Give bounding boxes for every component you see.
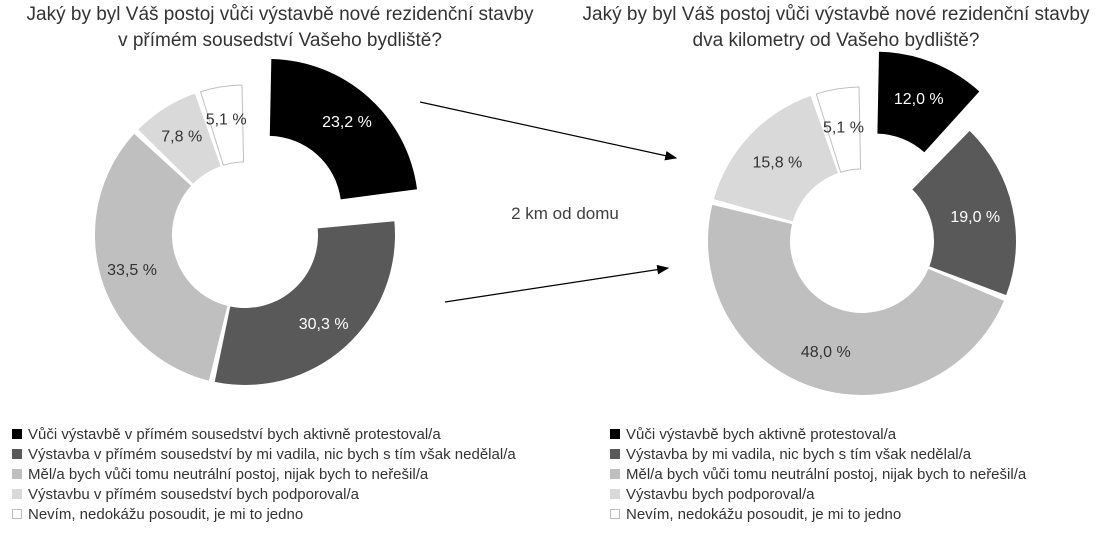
legend-swatch (12, 509, 22, 519)
slice-value-label: 15,8 % (752, 155, 802, 172)
legend-label: Nevím, nedokážu posoudit, je mi to jedno (28, 505, 304, 523)
slice-value-label: 5,1 % (823, 119, 864, 136)
legend-swatch (610, 509, 620, 519)
legend-swatch (12, 429, 22, 439)
donut-slice (94, 133, 228, 381)
donut-chart-left: 23,2 % 30,3 % 33,5 % 7,8 %5,1 % (94, 58, 418, 385)
legend-label: Výstavba v přímém sousedství by mi vadil… (28, 445, 516, 463)
slice-value-label: 5,1 % (206, 112, 247, 129)
legend-item: Měl/a bych vůči tomu neutrální postoj, n… (610, 464, 1026, 484)
donut-slice (815, 86, 862, 173)
chart-title-right: Jaký by byl Váš postoj vůči výstavbě nov… (582, 4, 1090, 51)
legend-item: Nevím, nedokážu posoudit, je mi to jedno (12, 504, 516, 524)
donut-slice (199, 84, 245, 166)
legend-item: Výstavba by mi vadila, nic bych s tím vš… (610, 444, 1026, 464)
donut-chart-right: 12,0 % 19,0 % 48,0 % 15,8 % 5,1 % (708, 51, 1016, 395)
legend-label: Měl/a bych vůči tomu neutrální postoj, n… (28, 465, 429, 483)
legend-label: Měl/a bych vůči tomu neutrální postoj, n… (626, 465, 1027, 483)
donut-slice (269, 58, 418, 200)
legend-swatch (610, 469, 620, 479)
donut-slice (214, 221, 395, 385)
legend-swatch (610, 449, 620, 459)
legend-item: Výstavbu v přímém sousedství bych podpor… (12, 484, 516, 504)
donut-slice (877, 51, 980, 153)
legend-left: Vůči výstavbě v přímém sousedství bych a… (12, 424, 516, 524)
slice-value-label: 48,0 % (801, 344, 851, 361)
slice-value-label: 30,3 % (299, 316, 349, 333)
legend-swatch (610, 489, 620, 499)
legend-item: Výstavba v přímém sousedství by mi vadil… (12, 444, 516, 464)
legend-swatch (12, 469, 22, 479)
legend-item: Měl/a bych vůči tomu neutrální postoj, n… (12, 464, 516, 484)
legend-item: Nevím, nedokážu posoudit, je mi to jedno (610, 504, 1026, 524)
slice-value-label: 23,2 % (322, 114, 372, 131)
legend-label: Nevím, nedokážu posoudit, je mi to jedno (626, 505, 902, 523)
legend-label: Výstavbu v přímém sousedství bych podpor… (28, 485, 359, 503)
donut-slice (138, 93, 221, 184)
legend-swatch (12, 489, 22, 499)
annotation-2km: 2 km od domu (511, 204, 619, 223)
legend-item: Výstavbu bych podporoval/a (610, 484, 1026, 504)
arrow-top (419, 101, 678, 161)
legend-label: Výstavba by mi vadila, nic bych s tím vš… (626, 445, 972, 463)
slice-value-label: 7,8 % (161, 128, 202, 145)
legend-swatch (12, 449, 22, 459)
slice-value-label: 19,0 % (950, 209, 1000, 226)
legend-item: Vůči výstavbě bych aktivně protestoval/a (610, 424, 1026, 444)
arrow-bottom (444, 264, 670, 303)
donut-slice (912, 130, 1016, 296)
legend-label: Vůči výstavbě v přímém sousedství bych a… (28, 425, 441, 443)
legend-label: Vůči výstavbě bych aktivně protestoval/a (626, 425, 897, 443)
legend-right: Vůči výstavbě bych aktivně protestoval/a… (610, 424, 1026, 524)
slice-value-label: 33,5 % (107, 262, 157, 279)
slice-value-label: 12,0 % (894, 91, 944, 108)
donut-slice (713, 95, 838, 222)
legend-item: Vůči výstavbě v přímém sousedství bych a… (12, 424, 516, 444)
legend-swatch (610, 429, 620, 439)
legend-label: Výstavbu bych podporoval/a (626, 485, 815, 503)
chart-title-left: Jaký by byl Váš postoj vůči výstavbě nov… (26, 4, 534, 51)
donut-slice (708, 204, 1004, 395)
